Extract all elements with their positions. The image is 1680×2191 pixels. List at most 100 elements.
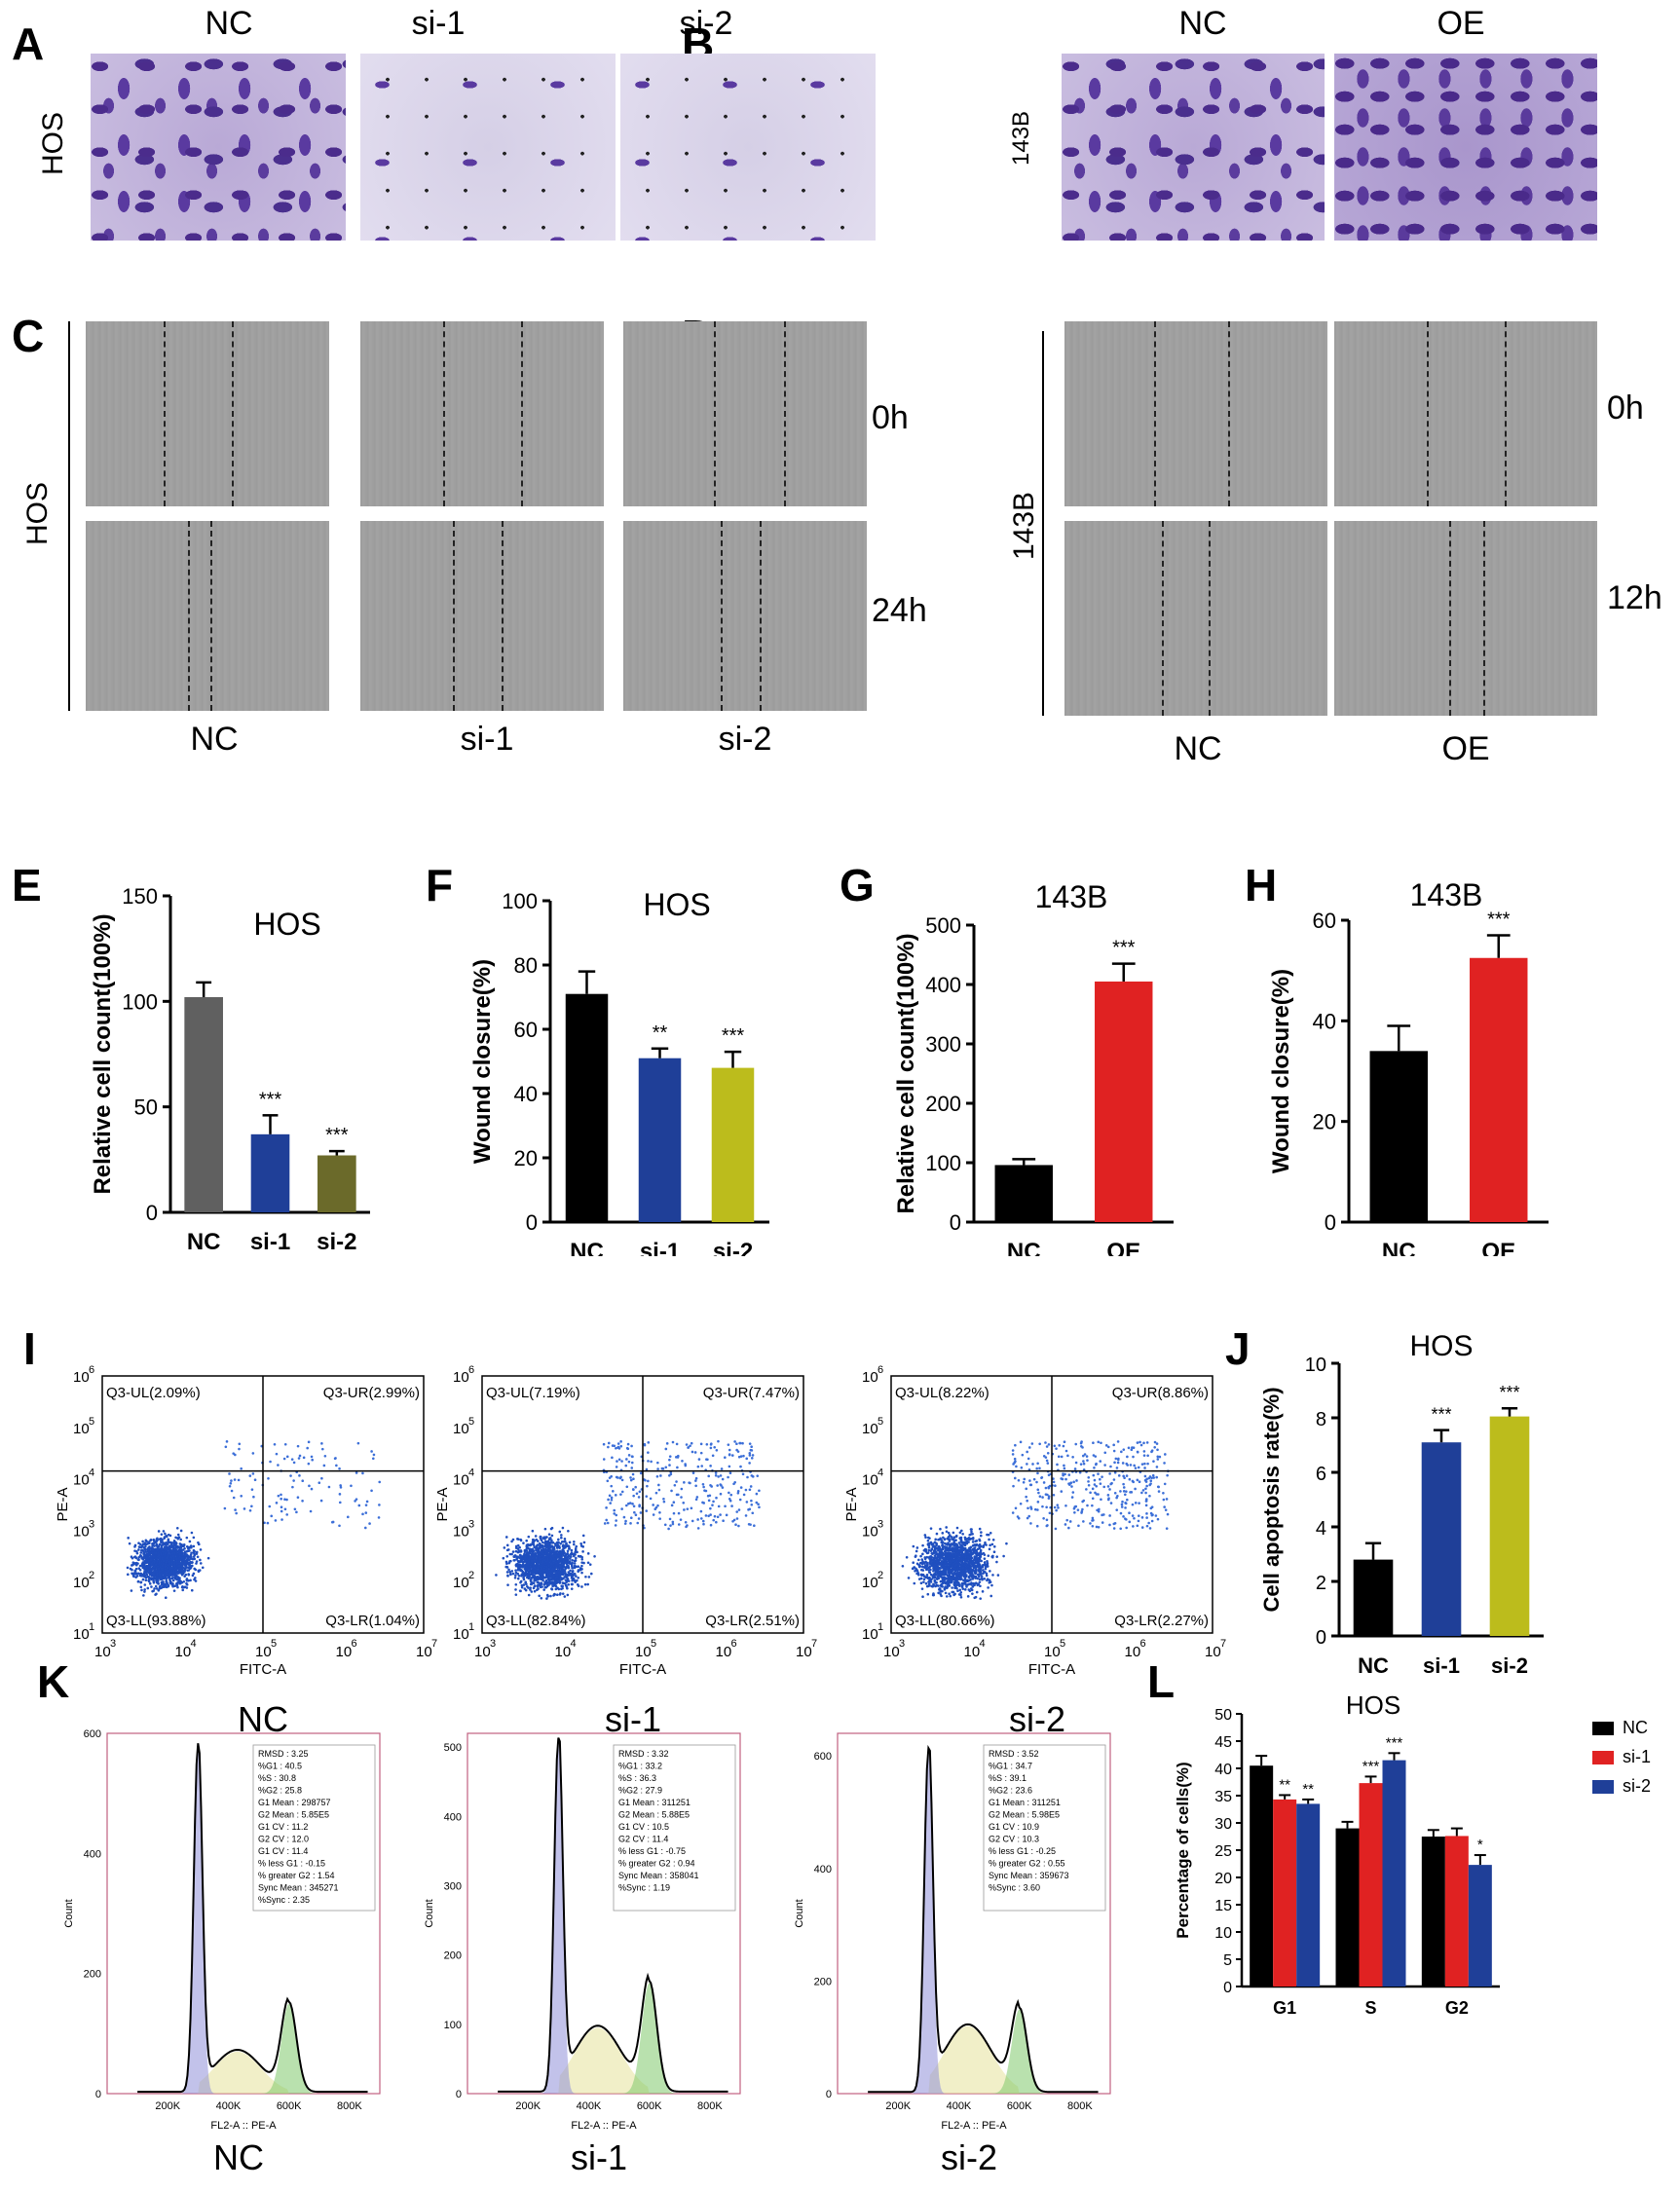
flow-event [361,1471,364,1475]
flow-event [544,1549,548,1553]
flow-event [959,1576,962,1578]
flow-event [556,1549,559,1553]
flow-event [531,1529,535,1533]
flow-event [961,1553,965,1557]
flow-event [567,1582,571,1586]
flow-event [924,1536,927,1540]
flow-event [536,1540,540,1542]
flow-event [505,1554,509,1558]
flow-event [292,1461,296,1465]
flow-event [547,1576,550,1578]
flow-event [939,1567,943,1570]
flow-event [728,1448,731,1452]
flow-event [321,1447,324,1451]
flow-event [161,1549,164,1553]
flow-event [753,1524,756,1528]
flow-event [173,1584,177,1588]
y-tick-label: 2 [1316,1573,1326,1594]
chart-title: 143B [1410,877,1483,912]
flow-event [961,1587,965,1590]
flow-event [178,1546,182,1549]
flow-event [733,1440,736,1443]
flow-event [748,1488,752,1492]
flow-event [168,1549,171,1553]
flow-event [571,1558,574,1562]
flow-event [137,1572,140,1576]
flow-event [955,1526,959,1530]
flow-event [145,1573,149,1577]
flow-event [132,1572,136,1575]
flow-event [149,1552,152,1556]
flow-event [711,1504,714,1506]
flow-event [295,1510,298,1514]
flow-event [945,1545,948,1549]
flow-event [143,1570,146,1574]
flow-event [504,1560,508,1564]
flow-event [675,1442,679,1446]
flow-event [976,1577,979,1580]
flow-event [547,1564,550,1568]
y-tick-label: 500 [925,913,961,938]
panel-label-j: J [1225,1323,1251,1374]
row-d-col-oe: OE [1441,730,1490,767]
flow-event [327,1485,331,1489]
flow-event [933,1544,936,1548]
flow-event [602,1458,606,1461]
flow-event [959,1578,962,1580]
flow-event [647,1451,650,1454]
flow-event [192,1555,196,1558]
flow-event [519,1589,522,1593]
flow-event [586,1582,589,1586]
flow-event [530,1559,534,1563]
flow-event [694,1476,698,1480]
flow-event [557,1559,561,1563]
flow-event [702,1502,706,1504]
flow-event [697,1458,701,1461]
flow-event [707,1474,711,1478]
flow-event [991,1574,994,1577]
flow-event [978,1542,982,1546]
flow-event [553,1593,556,1596]
flow-event [564,1560,567,1564]
legend-swatch-si-1 [1592,1751,1614,1764]
flow-event [142,1594,145,1597]
flow-event [564,1573,568,1576]
flow-event [139,1575,143,1578]
y-tick-label: 80 [514,953,538,978]
flow-event [630,1461,634,1465]
wound-hos-si1-0h [360,321,604,506]
flow-event [154,1541,158,1544]
flow-event [346,1515,350,1519]
flow-event [971,1585,975,1588]
flow-event [187,1556,191,1559]
flow-event [156,1556,159,1560]
flow-event [676,1456,680,1459]
flow-event [620,1507,623,1510]
flow-event [378,1480,382,1484]
flow-event [927,1556,931,1559]
flow-event [989,1594,993,1598]
flow-event [948,1592,951,1595]
flow-event [567,1579,571,1582]
flow-event [531,1571,535,1575]
flow-event [694,1498,698,1502]
flow-event [171,1577,174,1579]
flow-event [519,1554,522,1557]
flow-event [736,1490,740,1493]
flow-event [551,1545,555,1549]
flow-event [339,1484,342,1487]
flow-event [669,1472,673,1476]
flow-event [1067,1473,1071,1476]
flow-event [519,1579,523,1583]
flow-event [757,1503,760,1506]
flow-event [378,1504,381,1506]
flow-event [927,1569,930,1572]
flow-event [530,1566,533,1569]
flow-event [540,1573,543,1577]
flow-event [161,1556,164,1559]
flow-event [230,1489,234,1493]
flow-event [979,1550,983,1554]
x-tick-label: G2 [1445,1998,1469,2018]
flow-event [507,1568,510,1572]
flow-event [132,1575,135,1578]
